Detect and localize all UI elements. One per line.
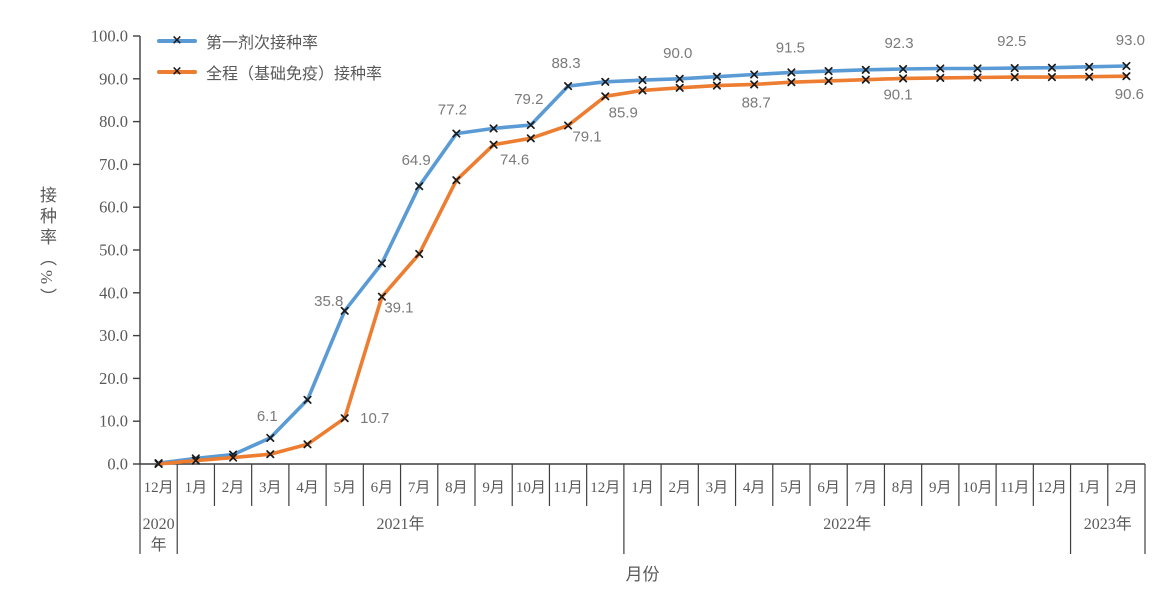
y-tick-label: 40.0 <box>99 283 128 302</box>
data-label: 93.0 <box>1116 32 1145 49</box>
legend-item-full-course: × 全程（基础免疫）接种率 <box>157 60 382 83</box>
data-label: 79.1 <box>572 128 601 145</box>
month-label: 4月 <box>296 480 319 496</box>
month-label: 2月 <box>668 480 691 496</box>
month-label: 12月 <box>590 480 620 496</box>
y-axis-title: 接种率（%） <box>37 186 56 310</box>
data-label: 92.3 <box>884 35 913 52</box>
year-label: 2020 <box>143 516 175 533</box>
data-label: 92.5 <box>997 33 1026 50</box>
month-label: 8月 <box>445 480 468 496</box>
month-label: 8月 <box>892 480 915 496</box>
month-label: 5月 <box>333 480 356 496</box>
legend-label-full-course: 全程（基础免疫）接种率 <box>206 65 383 83</box>
month-label: 7月 <box>408 480 431 496</box>
data-label: 88.7 <box>742 94 771 111</box>
month-label: 11月 <box>553 480 582 496</box>
month-label: 5月 <box>780 480 803 496</box>
year-label: 2023年 <box>1084 515 1132 533</box>
data-label: 10.7 <box>360 410 389 427</box>
month-label: 3月 <box>259 480 282 496</box>
month-label: 1月 <box>1078 480 1101 496</box>
y-tick-label: 100.0 <box>91 27 128 46</box>
y-tick-label: 80.0 <box>99 112 128 131</box>
y-tick-label: 60.0 <box>99 198 128 217</box>
month-label: 1月 <box>631 480 654 496</box>
data-label: 88.3 <box>551 55 580 72</box>
month-label: 12月 <box>144 480 174 496</box>
data-label: 90.6 <box>1115 86 1144 103</box>
month-label: 12月 <box>1037 480 1067 496</box>
y-tick-label: 70.0 <box>99 155 128 174</box>
month-label: 3月 <box>706 480 729 496</box>
line-x-marker-icon: × <box>157 65 197 79</box>
y-tick-label: 50.0 <box>99 241 128 260</box>
data-label: 6.1 <box>257 408 278 425</box>
data-label: 90.1 <box>883 86 912 103</box>
month-label: 7月 <box>855 480 878 496</box>
data-label: 85.9 <box>609 104 638 121</box>
data-label: 91.5 <box>776 39 805 56</box>
line-x-marker-icon: × <box>157 34 197 48</box>
data-label: 39.1 <box>384 300 413 317</box>
data-label: 79.2 <box>514 91 543 108</box>
y-tick-label: 90.0 <box>99 69 128 88</box>
month-label: 4月 <box>743 480 766 496</box>
year-label: 2021年 <box>377 515 425 533</box>
month-label: 9月 <box>482 480 505 496</box>
month-label: 9月 <box>929 480 952 496</box>
series-markers-1 <box>154 72 1131 469</box>
month-label: 10月 <box>516 480 546 496</box>
y-tick-label: 0.0 <box>107 455 128 474</box>
month-label: 11月 <box>1000 480 1029 496</box>
y-tick-label: 20.0 <box>99 369 128 388</box>
month-label: 6月 <box>371 480 394 496</box>
month-label: 6月 <box>817 480 840 496</box>
data-label: 64.9 <box>402 152 431 169</box>
chart-legend: × 第一剂次接种率 × 全程（基础免疫）接种率 <box>157 29 382 91</box>
month-label: 2月 <box>222 480 245 496</box>
y-tick-label: 10.0 <box>99 412 128 431</box>
axes-lines <box>139 36 1145 465</box>
year-label: 2022年 <box>823 515 871 533</box>
month-label: 10月 <box>962 480 992 496</box>
x-axis-title: 月份 <box>625 565 660 584</box>
data-label: 90.0 <box>663 45 692 62</box>
legend-label-first-dose: 第一剂次接种率 <box>206 34 319 52</box>
y-tick-label: 30.0 <box>99 326 128 345</box>
month-label: 2月 <box>1115 480 1138 496</box>
data-label: 35.8 <box>314 293 343 310</box>
year-label: 年 <box>151 536 167 554</box>
legend-item-first-dose: × 第一剂次接种率 <box>157 29 382 52</box>
data-label: 77.2 <box>438 102 467 119</box>
data-label: 74.6 <box>500 152 529 169</box>
month-label: 1月 <box>185 480 208 496</box>
